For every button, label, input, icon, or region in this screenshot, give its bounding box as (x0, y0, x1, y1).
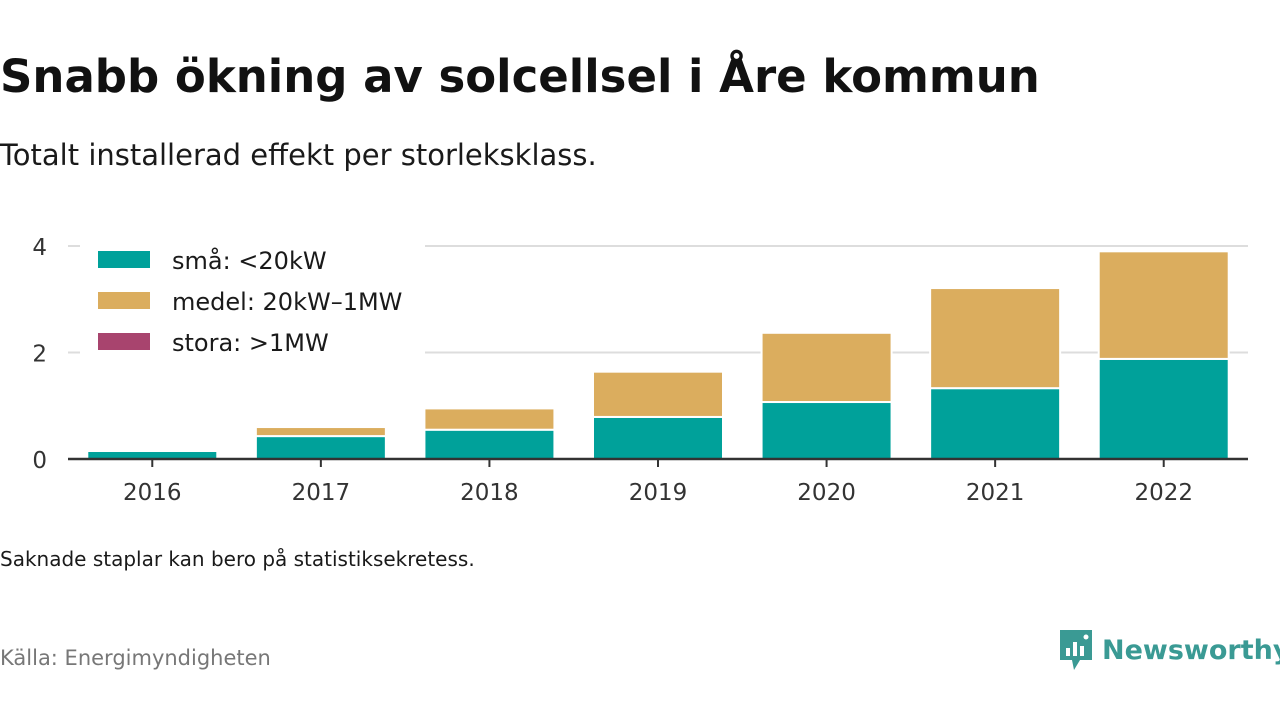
brand-name: Newsworthy (1102, 634, 1280, 666)
x-tick-label: 2018 (460, 480, 519, 506)
x-tick-label: 2022 (1134, 480, 1193, 506)
y-tick-label: 2 (32, 342, 47, 368)
y-tick-label: 0 (32, 448, 47, 474)
bar-segment (1097, 357, 1230, 460)
x-tick-label: 2021 (966, 480, 1025, 506)
x-tick-label: 2020 (797, 480, 856, 506)
legend-label: medel: 20kW–1MW (172, 288, 402, 316)
legend: små: <20kW medel: 20kW–1MW stora: >1MW (80, 241, 425, 361)
x-tick-label: 2019 (629, 480, 688, 506)
x-tick-label: 2017 (292, 480, 351, 506)
chart-title: Snabb ökning av solcellsel i Åre kommun (0, 50, 1040, 103)
x-axis: 2016 2017 2018 2019 2020 2021 2022 (68, 457, 1248, 506)
source-text: Källa: Energimyndigheten (0, 646, 271, 670)
chart-subtitle: Totalt installerad effekt per storlekskl… (0, 138, 597, 172)
bar-segment (760, 331, 893, 404)
newsworthy-logo-icon (1060, 630, 1092, 670)
bar-segment (592, 415, 724, 460)
footnote: Saknade staplar kan bero på statistiksek… (0, 547, 475, 571)
bar-segment (254, 426, 387, 438)
bars (86, 250, 1230, 461)
bar-segment (1097, 250, 1230, 360)
bar-segment (929, 387, 1062, 461)
brand-logo: Newsworthy (1058, 628, 1280, 672)
legend-label: små: <20kW (172, 246, 327, 275)
legend-swatch (98, 251, 150, 268)
legend-swatch (98, 292, 150, 309)
bar-segment (254, 435, 387, 460)
bar-segment (929, 287, 1062, 390)
bar-segment (760, 401, 893, 461)
x-tick-label: 2016 (123, 480, 182, 506)
bar-segment (423, 428, 556, 460)
y-tick-label: 4 (32, 235, 47, 261)
bar-segment (592, 370, 724, 418)
legend-swatch (98, 333, 150, 350)
stacked-bar-chart: 0 2 4 2016 2017 2018 2019 2020 2021 2022 små: <2… (32, 235, 1248, 506)
bar-segment (423, 407, 556, 431)
legend-label: stora: >1MW (172, 329, 329, 357)
